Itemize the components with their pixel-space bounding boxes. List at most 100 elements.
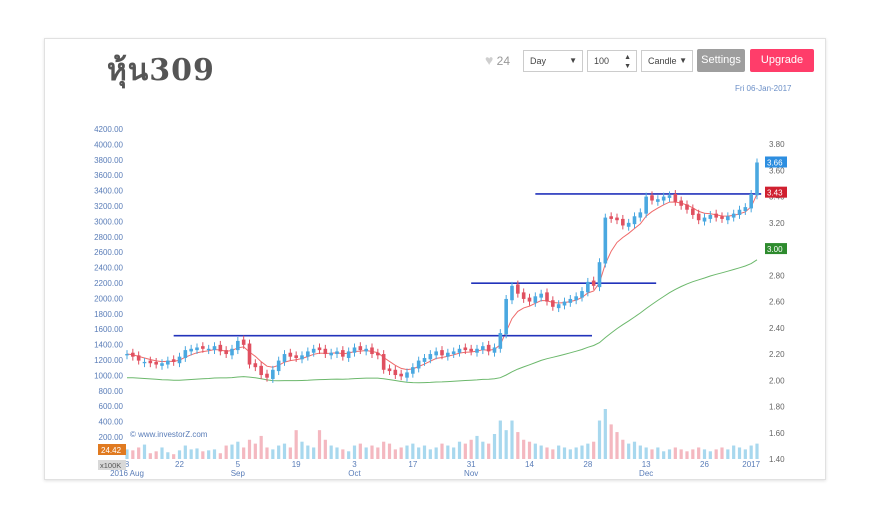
candle-body [621,218,625,226]
heart-icon[interactable]: ♥ [485,52,494,68]
candle-body [615,217,619,221]
candle-body [335,351,339,355]
candle-body [224,350,228,355]
left-tick-label: 3400.00 [94,187,123,196]
candle-body [521,292,526,299]
volume-bar [492,434,497,459]
volume-bar [463,443,467,459]
volume-bar [428,449,432,459]
volume-bar [265,447,269,459]
volume-bar [142,444,147,459]
like-counter[interactable]: ♥ 24 [485,52,510,68]
volume-bar [166,452,170,459]
volume-bar [323,439,327,459]
volume-bar [609,424,613,459]
volume-bar [568,449,572,459]
left-tick-label: 2200.00 [94,279,123,288]
volume-bar [172,454,176,459]
candle-body [562,301,567,306]
current-date: Fri 06-Jan-2017 [735,84,792,93]
candle-body [311,348,316,353]
volume-bar [557,445,561,459]
candle-body [580,291,584,298]
candle-body [749,193,753,209]
volume-bar [282,443,287,459]
ema-slow-line [126,259,758,384]
candle-body [381,354,386,370]
volume-bar [621,439,625,459]
volume-bar [691,449,695,459]
chevron-down-icon: ▼ [679,56,687,65]
interval-select[interactable]: Day ▼ [523,50,583,72]
candle-body [171,359,176,362]
candle-body [673,193,678,202]
volume-bar [212,449,217,459]
candle-body [131,352,135,357]
price-badge-bg [765,186,787,198]
chart-type-select[interactable]: Candle ▼ [641,50,693,72]
left-tick-label: 1800.00 [94,310,123,319]
right-tick-label: 1.40 [769,455,785,464]
left-tick-label: 1000.00 [94,371,123,380]
candle-body [510,285,514,301]
candle-body [399,373,403,377]
page-title: หุ้น309 [107,53,215,88]
candle-body [708,214,713,219]
volume-bar [685,451,689,459]
volume-bar [545,447,549,459]
x-tick-label: 13 [642,460,651,469]
candle-body [317,347,322,351]
volume-bar [504,430,508,459]
volume-bar [475,435,479,459]
candle-body [463,347,468,351]
candle-body [294,355,298,358]
candle-body [498,333,503,349]
volume-bar [749,445,753,459]
volume-bar [242,447,246,459]
left-tick-label: 200.00 [99,433,124,442]
volume-bar [627,443,631,459]
candle-body [609,216,613,219]
left-tick-label: 4000.00 [94,140,123,149]
right-tick-label: 3.60 [769,166,785,175]
candle-body [387,368,392,372]
volume-bar [656,447,660,459]
volume-bar [597,420,602,459]
x-tick-label: 22 [175,460,184,469]
volume-bar [726,449,730,459]
volume-bar [679,449,683,459]
volume-bar [160,447,164,459]
volume-bar [743,449,747,459]
candle-body [300,355,304,360]
candle-body [702,217,707,222]
volume-bar [615,432,619,459]
candle-body [206,348,211,351]
volume-bar [253,443,257,459]
x-tick-label: 19 [292,460,301,469]
volume-bar [732,445,736,459]
left-tick-label: 1400.00 [94,341,123,350]
candle-body [276,360,281,372]
candle-body [282,354,287,362]
left-axis: 200.00 400.00 600.00 800.00 1000.00 1200.00 14… [94,125,123,442]
candle-body [691,208,695,215]
count-stepper[interactable]: 100 ▲ ▼ [587,50,637,72]
stepper-arrows-icon[interactable]: ▲ ▼ [624,54,631,70]
candle-body [626,222,631,227]
right-tick-label: 2.20 [769,350,785,359]
volume-bar [498,420,502,459]
upgrade-button[interactable]: Upgrade [750,49,814,72]
left-tick-label: 3800.00 [94,156,123,165]
volume-bar [697,447,701,459]
volume-bar [481,441,485,459]
volume-bar [195,448,199,459]
volume-bar [405,445,409,459]
candlestick-chart[interactable]: 200.00 400.00 600.00 800.00 1000.00 1200.00 14… [45,39,825,479]
candle-body [533,296,538,303]
volume-bar [533,443,537,459]
candle-body [638,212,643,218]
volume-bar [230,444,234,459]
volume-bar [516,432,520,459]
volume-bar [708,451,712,459]
settings-button[interactable]: Settings [697,49,745,72]
